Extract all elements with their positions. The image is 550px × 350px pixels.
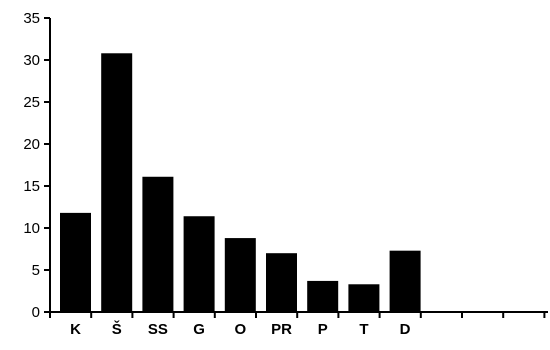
y-tick-label: 0 bbox=[32, 304, 40, 321]
category-labels: K Š SS G O PR P T D bbox=[70, 320, 411, 338]
x-tick-label: D bbox=[400, 321, 411, 338]
bar bbox=[183, 216, 215, 312]
y-tick-label: 5 bbox=[32, 262, 40, 279]
x-tick-label: Š bbox=[112, 320, 122, 338]
bar bbox=[307, 280, 339, 312]
x-tick-label: G bbox=[193, 321, 205, 338]
bar bbox=[389, 250, 421, 312]
bar bbox=[224, 238, 256, 312]
y-tick-label: 20 bbox=[23, 136, 40, 153]
bar bbox=[348, 284, 380, 312]
x-tick-label: SS bbox=[148, 321, 168, 338]
y-tick-label: 15 bbox=[23, 178, 40, 195]
x-tick-label: P bbox=[318, 321, 328, 338]
x-tick-label: K bbox=[70, 321, 81, 338]
bar bbox=[60, 212, 91, 312]
bar bbox=[101, 53, 133, 312]
y-tick-label: 25 bbox=[23, 94, 40, 111]
y-tick-label: 35 bbox=[23, 10, 40, 27]
x-tick-label: T bbox=[359, 321, 368, 338]
bars bbox=[60, 53, 421, 312]
y-axis: 0 5 10 15 20 25 30 35 bbox=[23, 10, 51, 321]
y-tick-label: 10 bbox=[23, 220, 40, 237]
y-tick-label: 30 bbox=[23, 52, 40, 69]
bar bbox=[266, 253, 297, 312]
x-tick-label: O bbox=[234, 321, 246, 338]
x-tick-label: PR bbox=[271, 321, 292, 338]
bar bbox=[142, 176, 174, 312]
x-axis bbox=[49, 311, 548, 318]
